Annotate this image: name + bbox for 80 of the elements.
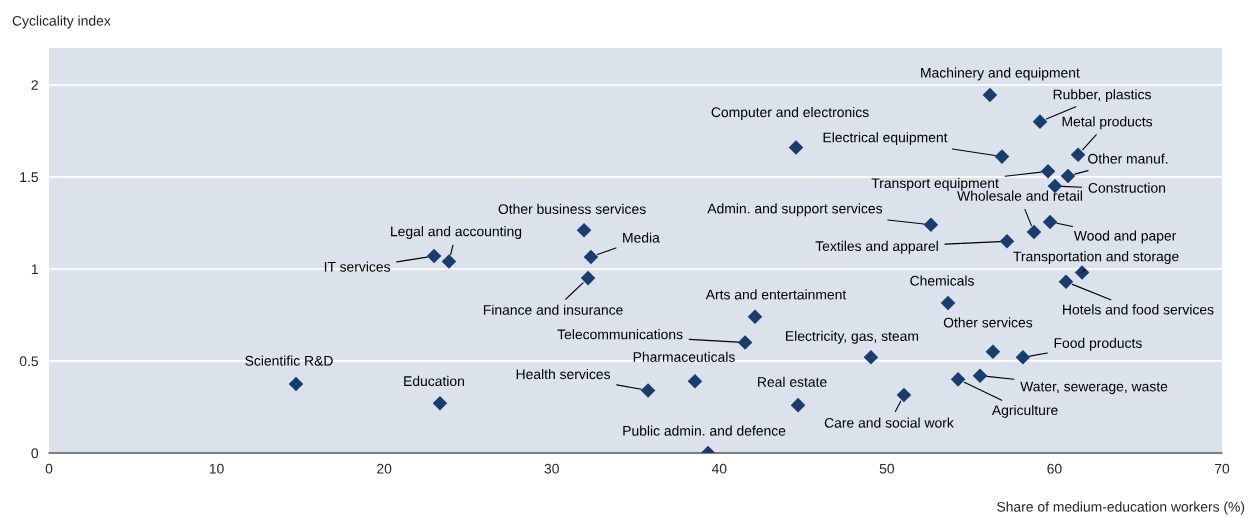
point — [950, 372, 966, 387]
x-tick-label: 70 — [1214, 463, 1230, 474]
point — [863, 349, 879, 365]
point — [1042, 214, 1058, 230]
annotation: Chemicals — [910, 275, 974, 286]
point — [999, 234, 1015, 249]
point — [747, 309, 763, 325]
annotation: Finance and insurance — [483, 304, 623, 315]
annotation: Transport equipment — [871, 177, 999, 191]
annotation: Legal and accounting — [391, 226, 522, 240]
annotation: IT services — [324, 261, 391, 272]
point — [982, 87, 998, 103]
point — [288, 376, 304, 392]
annotation: Public admin. and defence — [623, 425, 786, 436]
annotation: Arts and entertainment — [705, 289, 847, 300]
x-tick-label: 30 — [544, 463, 559, 474]
annotation: Care and social work — [824, 417, 954, 428]
x-tick-label: 10 — [209, 463, 224, 474]
point — [576, 222, 592, 238]
point — [1040, 164, 1056, 179]
point — [1070, 147, 1086, 163]
point — [1058, 274, 1074, 290]
annotation: Rubber, plastics — [1053, 89, 1151, 103]
point — [441, 254, 457, 269]
annotation: Electrical equipment — [823, 132, 948, 146]
annotation: Scientific R&D — [245, 355, 333, 366]
annotation: Wholesale and retail — [957, 190, 1082, 201]
point — [640, 383, 656, 398]
annotation: Health services — [516, 368, 611, 380]
point — [790, 397, 806, 413]
point — [994, 149, 1010, 164]
x-tick-label: 40 — [711, 463, 727, 474]
annotation: Electricity, gas, steam — [786, 330, 919, 344]
annotation: Other manuf. — [1088, 153, 1168, 164]
annotation: Other services — [943, 317, 1033, 328]
annotation: Hotels and food services — [1063, 304, 1214, 315]
annotation: Pharmaceuticals — [633, 351, 735, 362]
annotation: Agriculture — [991, 404, 1058, 418]
annotation: Other business services — [498, 203, 646, 214]
point — [1032, 114, 1048, 129]
x-tick-label: 0 — [45, 463, 53, 474]
annotation: Computer and electronics — [711, 106, 869, 120]
annotation: Telecommunications — [557, 329, 683, 340]
point — [923, 217, 939, 233]
y-tick-label: 0.5 — [19, 356, 38, 367]
point — [432, 396, 448, 411]
point — [583, 249, 599, 265]
y-tick-label: 2 — [31, 80, 38, 90]
y-axis-title: Cyclicality index — [12, 15, 111, 29]
point — [896, 387, 912, 403]
x-tick-label: 20 — [377, 463, 392, 474]
point — [426, 248, 442, 264]
y-tick-label: 1 — [31, 264, 38, 274]
point — [985, 344, 1001, 360]
y-tick-label: 0 — [31, 448, 39, 459]
annotation: Real estate — [758, 376, 827, 387]
annotation: Transportation and storage — [1013, 251, 1179, 265]
annotation: Wood and paper — [1073, 230, 1177, 244]
point — [1026, 224, 1042, 240]
annotation: Admin. and support services — [707, 203, 883, 217]
y-tick-label: 1.5 — [20, 172, 38, 183]
annotation: Textiles and apparel — [815, 240, 938, 254]
point — [940, 295, 956, 311]
annotation: Metal products — [1062, 116, 1153, 130]
annotation: Water, sewerage, waste — [1020, 381, 1168, 395]
annotation: Machinery and equipment — [921, 67, 1080, 81]
point — [1015, 349, 1031, 365]
point — [737, 335, 753, 350]
annotation: Media — [623, 232, 660, 243]
point — [1060, 168, 1076, 184]
annotation: Education — [404, 375, 464, 387]
annotation: Food products — [1054, 337, 1142, 351]
x-tick-label: 50 — [879, 463, 895, 474]
annotation: Construction — [1088, 182, 1166, 193]
x-tick-label: 60 — [1047, 463, 1062, 474]
x-axis-title: Share of medium-education workers (%) — [997, 501, 1245, 515]
point — [788, 140, 804, 155]
point — [972, 368, 988, 383]
point — [580, 270, 596, 286]
point — [687, 373, 703, 389]
